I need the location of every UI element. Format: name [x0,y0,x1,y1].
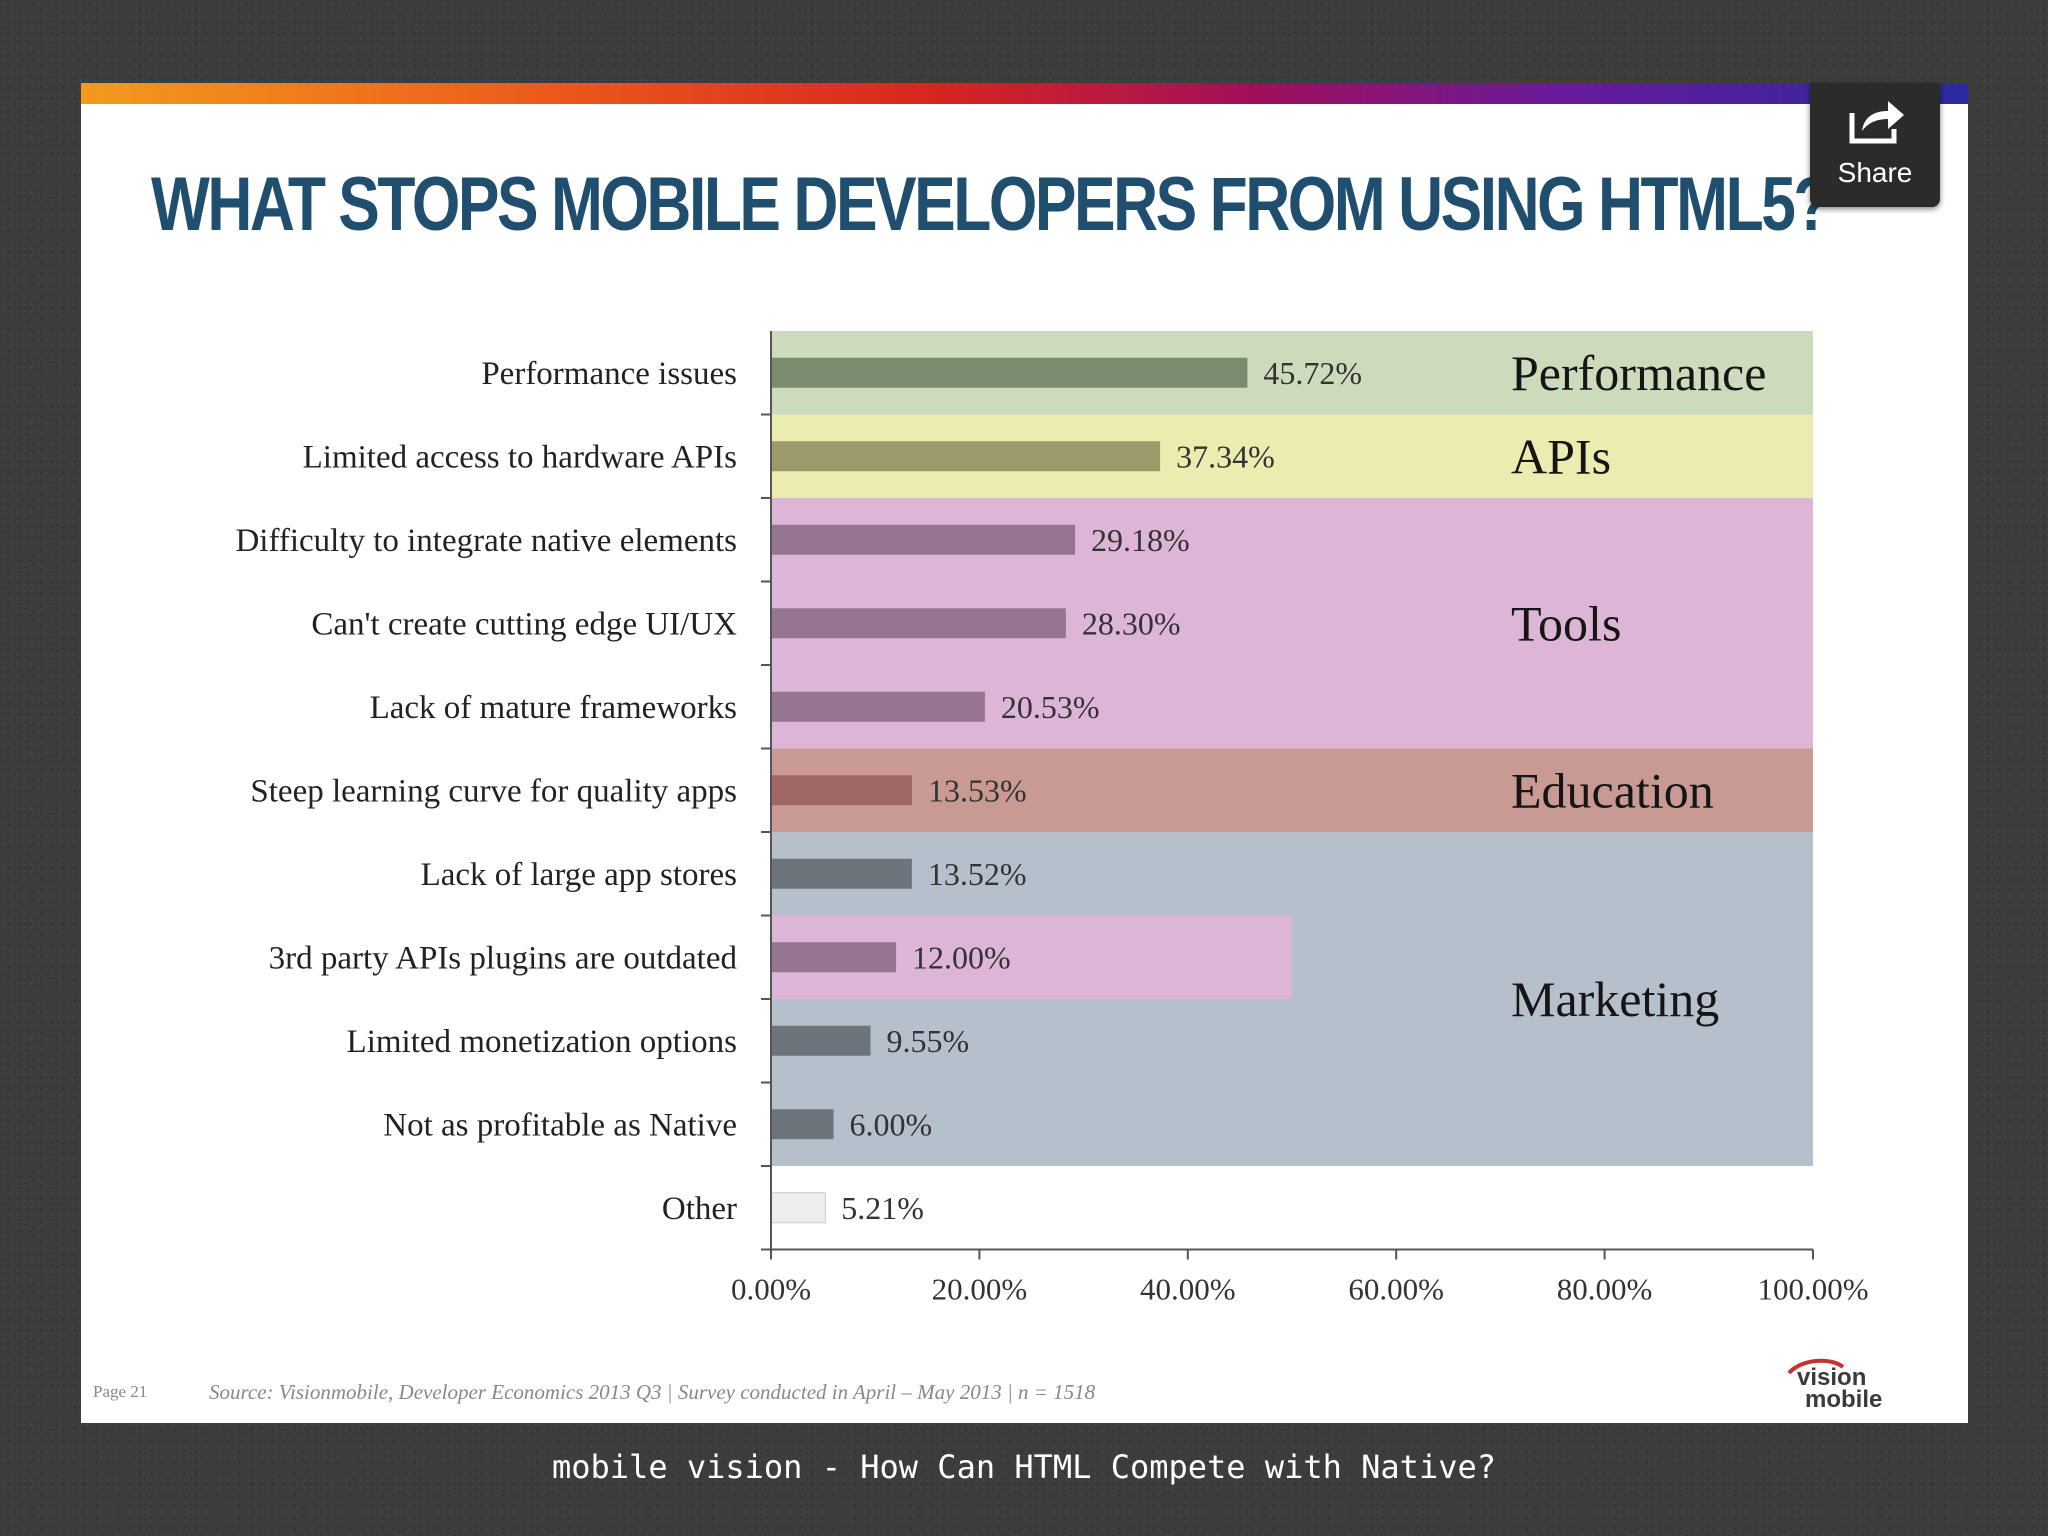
bar-6 [771,858,912,889]
group-band-education [771,748,1813,832]
group-label-education: Education [1511,762,1714,818]
value-label: 9.55% [887,1023,970,1059]
category-label: Performance issues [481,356,737,392]
x-tick-label: 40.00% [1140,1272,1236,1307]
category-label: Can't create cutting edge UI/UX [311,606,737,642]
group-label-apis: APIs [1511,428,1611,484]
value-label: 12.00% [912,939,1011,975]
value-label: 29.18% [1091,522,1190,558]
x-tick-label: 60.00% [1348,1272,1444,1307]
category-label: Lack of mature frameworks [370,690,737,726]
bar-0 [771,357,1248,388]
slide: WHAT STOPS MOBILE DEVELOPERS FROM USING … [81,83,1968,1423]
value-label: 13.52% [928,856,1027,892]
group-label-performance: Performance [1511,345,1766,401]
category-label: Not as profitable as Native [383,1107,737,1143]
svg-text:vision: vision [1797,1364,1866,1391]
category-label: Difficulty to integrate native elements [235,523,737,559]
bar-4 [771,691,985,722]
bar-chart: Performance APIs Tools Education Marketing Pe… [235,331,1869,1307]
caption-bar: mobile vision - How Can HTML Compete wit… [551,1448,1496,1486]
bar-2 [771,524,1076,555]
x-tick-label: 0.00% [731,1272,811,1307]
value-label: 37.34% [1176,438,1275,474]
bar-3 [771,608,1066,639]
bar-1 [771,441,1161,472]
slide-title: WHAT STOPS MOBILE DEVELOPERS FROM USING … [151,162,1831,247]
bar-8 [771,1025,871,1056]
value-label: 5.21% [841,1190,924,1226]
top-color-stripe [81,83,1968,104]
value-label: 28.30% [1082,605,1181,641]
visionmobile-logo: vision mobile [1787,1358,1882,1413]
bar-10 [770,1192,826,1224]
share-icon [1849,101,1904,144]
x-tick-label: 100.00% [1757,1272,1868,1307]
share-label: Share [1837,157,1913,188]
value-label: 20.53% [1001,689,1100,725]
share-button[interactable]: Share [1810,83,1940,207]
svg-text:mobile: mobile [1805,1386,1882,1413]
value-label: 13.53% [928,772,1027,808]
category-label: 3rd party APIs plugins are outdated [269,940,738,976]
bar-7 [771,942,897,973]
value-label: 45.72% [1263,355,1362,391]
page-number: Page 21 [93,1382,148,1401]
group-label-tools: Tools [1511,595,1621,651]
x-tick-label: 80.00% [1557,1272,1653,1307]
x-tick-label: 20.00% [932,1272,1028,1307]
source-note: Source: Visionmobile, Developer Economic… [209,1380,1096,1404]
category-label: Steep learning curve for quality apps [250,773,737,809]
category-label: Other [662,1191,737,1227]
category-label: Lack of large app stores [421,857,737,893]
category-label: Limited access to hardware APIs [303,439,737,475]
category-label: Limited monetization options [347,1024,737,1060]
group-label-marketing: Marketing [1511,971,1719,1027]
bar-5 [771,775,912,806]
value-label: 6.00% [850,1106,933,1142]
bar-9 [771,1109,834,1140]
